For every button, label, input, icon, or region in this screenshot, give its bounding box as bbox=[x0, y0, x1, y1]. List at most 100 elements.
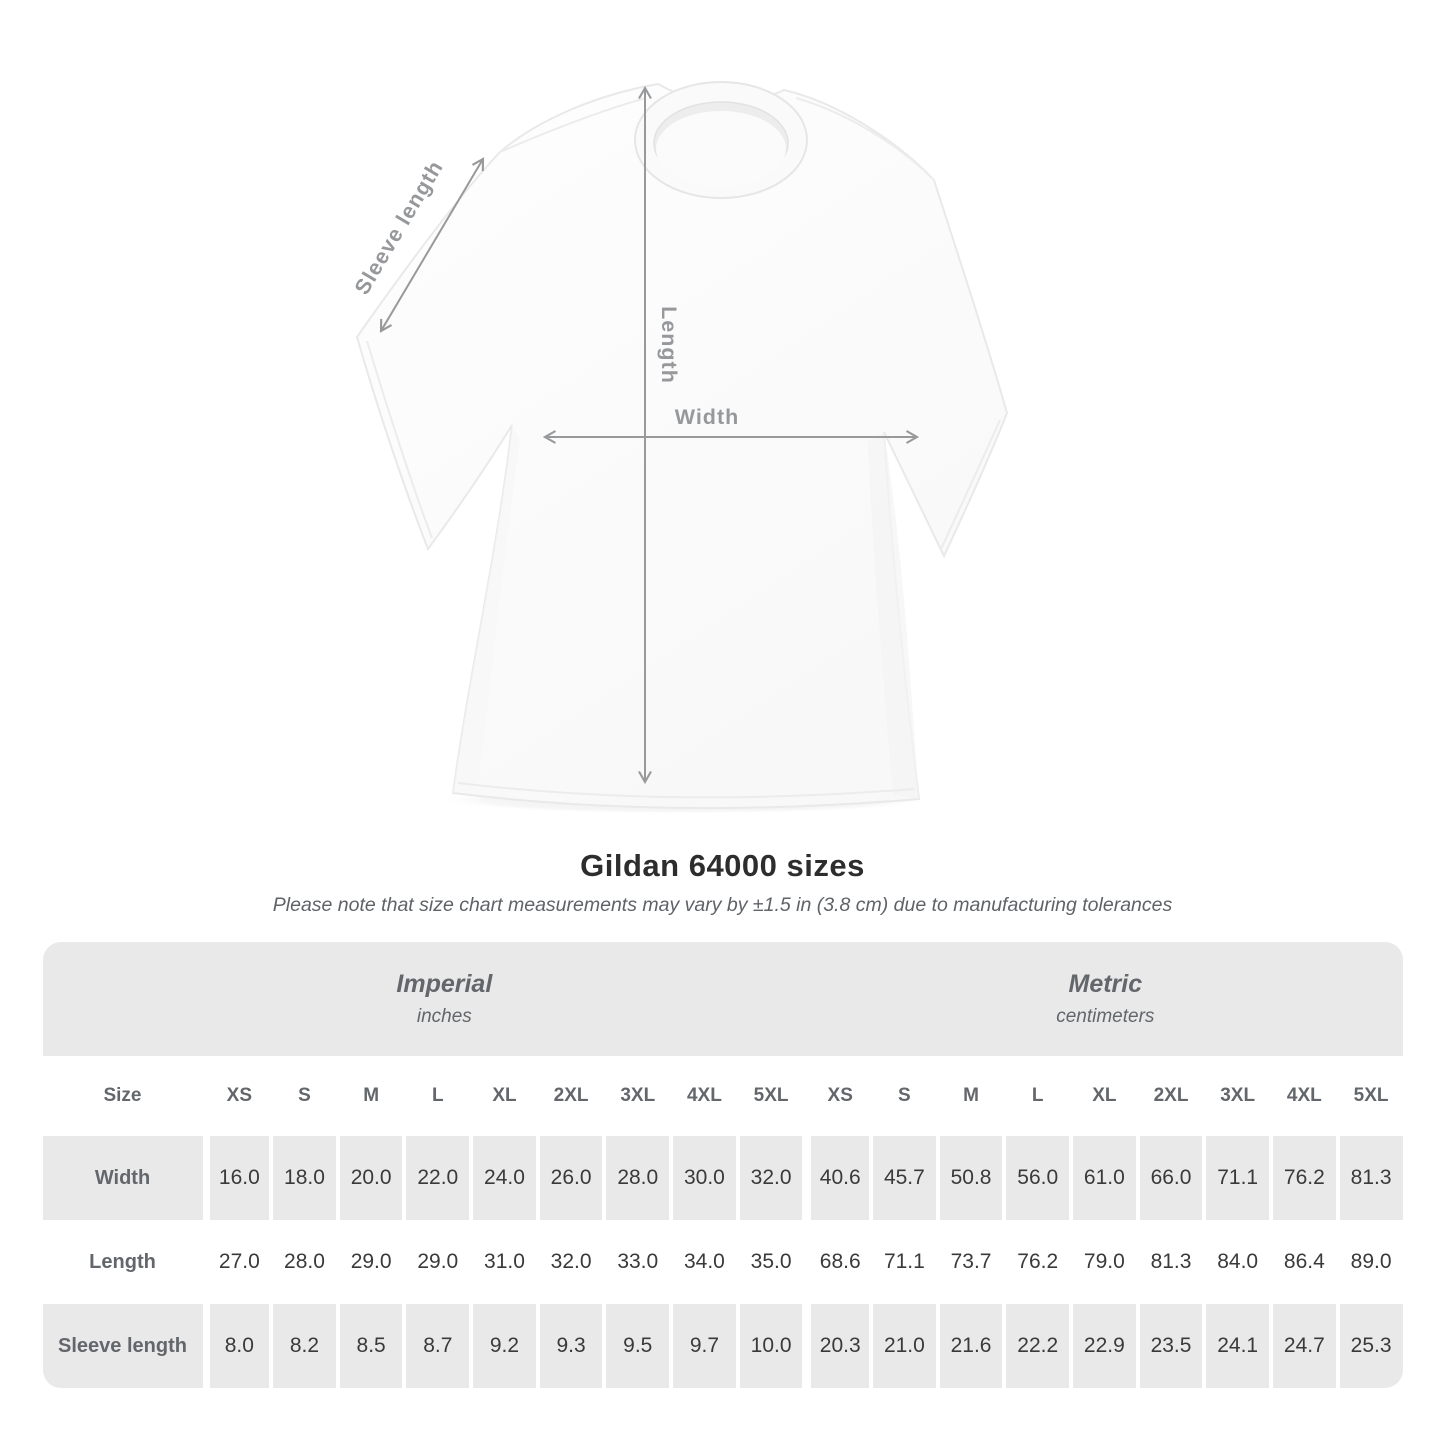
value-cell-metric: 73.7 bbox=[939, 1220, 1003, 1304]
value-cell-metric: 86.4 bbox=[1273, 1220, 1336, 1304]
measurement-arrows bbox=[379, 85, 920, 785]
tolerance-note: Please note that size chart measurements… bbox=[272, 894, 1173, 916]
size-col-imperial-2xl: 2XL bbox=[539, 1056, 603, 1136]
value-cell-metric: 84.0 bbox=[1206, 1220, 1269, 1304]
row-label: Length bbox=[42, 1220, 203, 1304]
page-title: Gildan 64000 sizes bbox=[580, 848, 865, 883]
value-cell-imperial: 20.0 bbox=[339, 1136, 403, 1220]
value-cell-metric: 89.0 bbox=[1339, 1220, 1403, 1304]
value-cell-imperial: 18.0 bbox=[273, 1136, 336, 1220]
value-cell-metric: 61.0 bbox=[1073, 1136, 1136, 1220]
size-table-body: Size XS S M L XL 2XL 3XL 4XL 5XL XS S M L XL 2XL 3XL 4XL 5… bbox=[42, 1056, 1403, 1388]
value-cell-metric: 22.9 bbox=[1073, 1304, 1136, 1388]
size-col-imperial-xs: XS bbox=[206, 1056, 270, 1136]
imperial-unit: inches bbox=[416, 1006, 472, 1027]
value-cell-imperial: 9.5 bbox=[606, 1304, 670, 1388]
value-cell-imperial: 22.0 bbox=[406, 1136, 470, 1220]
value-cell-imperial: 28.0 bbox=[273, 1220, 336, 1304]
metric-header: Metric centimeters bbox=[808, 970, 1402, 1028]
size-header-row: Size XS S M L XL 2XL 3XL 4XL 5XL XS S M L XL 2XL 3XL 4XL 5… bbox=[42, 1056, 1403, 1136]
measurement-row-length: Length 27.0 28.0 29.0 29.0 31.0 32.0 33.0 34.0 35… bbox=[42, 1220, 1403, 1304]
value-cell-metric: 24.1 bbox=[1206, 1304, 1269, 1388]
value-cell-imperial: 8.5 bbox=[339, 1304, 403, 1388]
value-cell-imperial: 33.0 bbox=[606, 1220, 670, 1304]
metric-unit: centimeters bbox=[1056, 1006, 1155, 1027]
value-cell-metric: 81.3 bbox=[1139, 1220, 1203, 1304]
value-cell-imperial: 29.0 bbox=[406, 1220, 470, 1304]
value-cell-metric: 21.0 bbox=[873, 1304, 936, 1388]
size-col-imperial-l: L bbox=[406, 1056, 470, 1136]
value-cell-imperial: 26.0 bbox=[539, 1136, 603, 1220]
value-cell-metric: 25.3 bbox=[1339, 1304, 1403, 1388]
value-cell-imperial: 27.0 bbox=[206, 1220, 270, 1304]
tshirt-graphic bbox=[355, 81, 1009, 810]
value-cell-metric: 40.6 bbox=[806, 1136, 870, 1220]
imperial-title: Imperial bbox=[396, 970, 493, 998]
measurement-row-width: Width 16.0 18.0 20.0 22.0 24.0 26.0 28.0 30.0 32.… bbox=[42, 1136, 1403, 1220]
value-cell-metric: 23.5 bbox=[1139, 1304, 1203, 1388]
row-label: Width bbox=[42, 1136, 203, 1220]
value-cell-imperial: 35.0 bbox=[739, 1220, 803, 1304]
size-col-metric-2xl: 2XL bbox=[1139, 1056, 1203, 1136]
sleeve-length-arrow bbox=[379, 157, 485, 333]
value-cell-metric: 56.0 bbox=[1006, 1136, 1070, 1220]
size-header-label: Size bbox=[42, 1056, 203, 1136]
size-chart-card: Imperial inches Metric centimeters Size X… bbox=[42, 942, 1403, 1388]
value-cell-metric: 22.2 bbox=[1006, 1304, 1070, 1388]
size-col-metric-m: M bbox=[939, 1056, 1003, 1136]
value-cell-metric: 24.7 bbox=[1273, 1304, 1336, 1388]
size-col-metric-s: S bbox=[873, 1056, 936, 1136]
tshirt-diagram-svg: Width Length Sleeve length bbox=[350, 81, 1009, 814]
imperial-header: Imperial inches bbox=[43, 970, 809, 1028]
value-cell-metric: 79.0 bbox=[1073, 1220, 1136, 1304]
size-col-imperial-s: S bbox=[273, 1056, 336, 1136]
value-cell-imperial: 32.0 bbox=[739, 1136, 803, 1220]
value-cell-imperial: 10.0 bbox=[739, 1304, 803, 1388]
value-cell-imperial: 8.0 bbox=[206, 1304, 270, 1388]
value-cell-metric: 71.1 bbox=[1206, 1136, 1269, 1220]
size-col-imperial-m: M bbox=[339, 1056, 403, 1136]
seam-lines bbox=[366, 97, 1001, 799]
value-cell-metric: 76.2 bbox=[1273, 1136, 1336, 1220]
value-cell-metric: 45.7 bbox=[873, 1136, 936, 1220]
value-cell-imperial: 28.0 bbox=[606, 1136, 670, 1220]
metric-title: Metric bbox=[1068, 970, 1143, 998]
value-cell-imperial: 8.2 bbox=[273, 1304, 336, 1388]
value-cell-metric: 20.3 bbox=[806, 1304, 870, 1388]
measurement-row-sleeve-length: Sleeve length 8.0 8.2 8.5 8.7 9.2 9.3 9.5 9.7 10.… bbox=[42, 1304, 1403, 1388]
value-cell-imperial: 32.0 bbox=[539, 1220, 603, 1304]
value-cell-imperial: 29.0 bbox=[339, 1220, 403, 1304]
value-cell-imperial: 31.0 bbox=[473, 1220, 536, 1304]
value-cell-metric: 50.8 bbox=[939, 1136, 1003, 1220]
value-cell-imperial: 24.0 bbox=[473, 1136, 536, 1220]
size-col-metric-xl: XL bbox=[1073, 1056, 1136, 1136]
size-col-imperial-3xl: 3XL bbox=[606, 1056, 670, 1136]
size-col-imperial-4xl: 4XL bbox=[673, 1056, 736, 1136]
length-label: Length bbox=[657, 306, 681, 384]
size-table: Size XS S M L XL 2XL 3XL 4XL 5XL XS S M L XL 2XL 3XL 4XL 5… bbox=[42, 1056, 1403, 1388]
value-cell-imperial: 9.7 bbox=[673, 1304, 736, 1388]
size-col-metric-5xl: 5XL bbox=[1339, 1056, 1403, 1136]
tshirt-measurement-diagram: Width Length Sleeve length bbox=[350, 81, 1009, 814]
value-cell-imperial: 30.0 bbox=[673, 1136, 736, 1220]
value-cell-metric: 76.2 bbox=[1006, 1220, 1070, 1304]
unit-header-band: Imperial inches Metric centimeters bbox=[42, 942, 1403, 1056]
size-col-imperial-xl: XL bbox=[473, 1056, 536, 1136]
value-cell-metric: 21.6 bbox=[939, 1304, 1003, 1388]
size-col-metric-xs: XS bbox=[806, 1056, 870, 1136]
value-cell-metric: 81.3 bbox=[1339, 1136, 1403, 1220]
value-cell-metric: 71.1 bbox=[873, 1220, 936, 1304]
value-cell-imperial: 34.0 bbox=[673, 1220, 736, 1304]
value-cell-imperial: 9.2 bbox=[473, 1304, 536, 1388]
width-label: Width bbox=[675, 405, 740, 429]
value-cell-metric: 66.0 bbox=[1139, 1136, 1203, 1220]
collar-inner-highlight bbox=[656, 111, 786, 187]
value-cell-imperial: 8.7 bbox=[406, 1304, 470, 1388]
value-cell-imperial: 9.3 bbox=[539, 1304, 603, 1388]
row-label: Sleeve length bbox=[42, 1304, 203, 1388]
size-col-metric-l: L bbox=[1006, 1056, 1070, 1136]
value-cell-metric: 68.6 bbox=[806, 1220, 870, 1304]
size-col-metric-4xl: 4XL bbox=[1273, 1056, 1336, 1136]
size-col-imperial-5xl: 5XL bbox=[739, 1056, 803, 1136]
size-col-metric-3xl: 3XL bbox=[1206, 1056, 1269, 1136]
